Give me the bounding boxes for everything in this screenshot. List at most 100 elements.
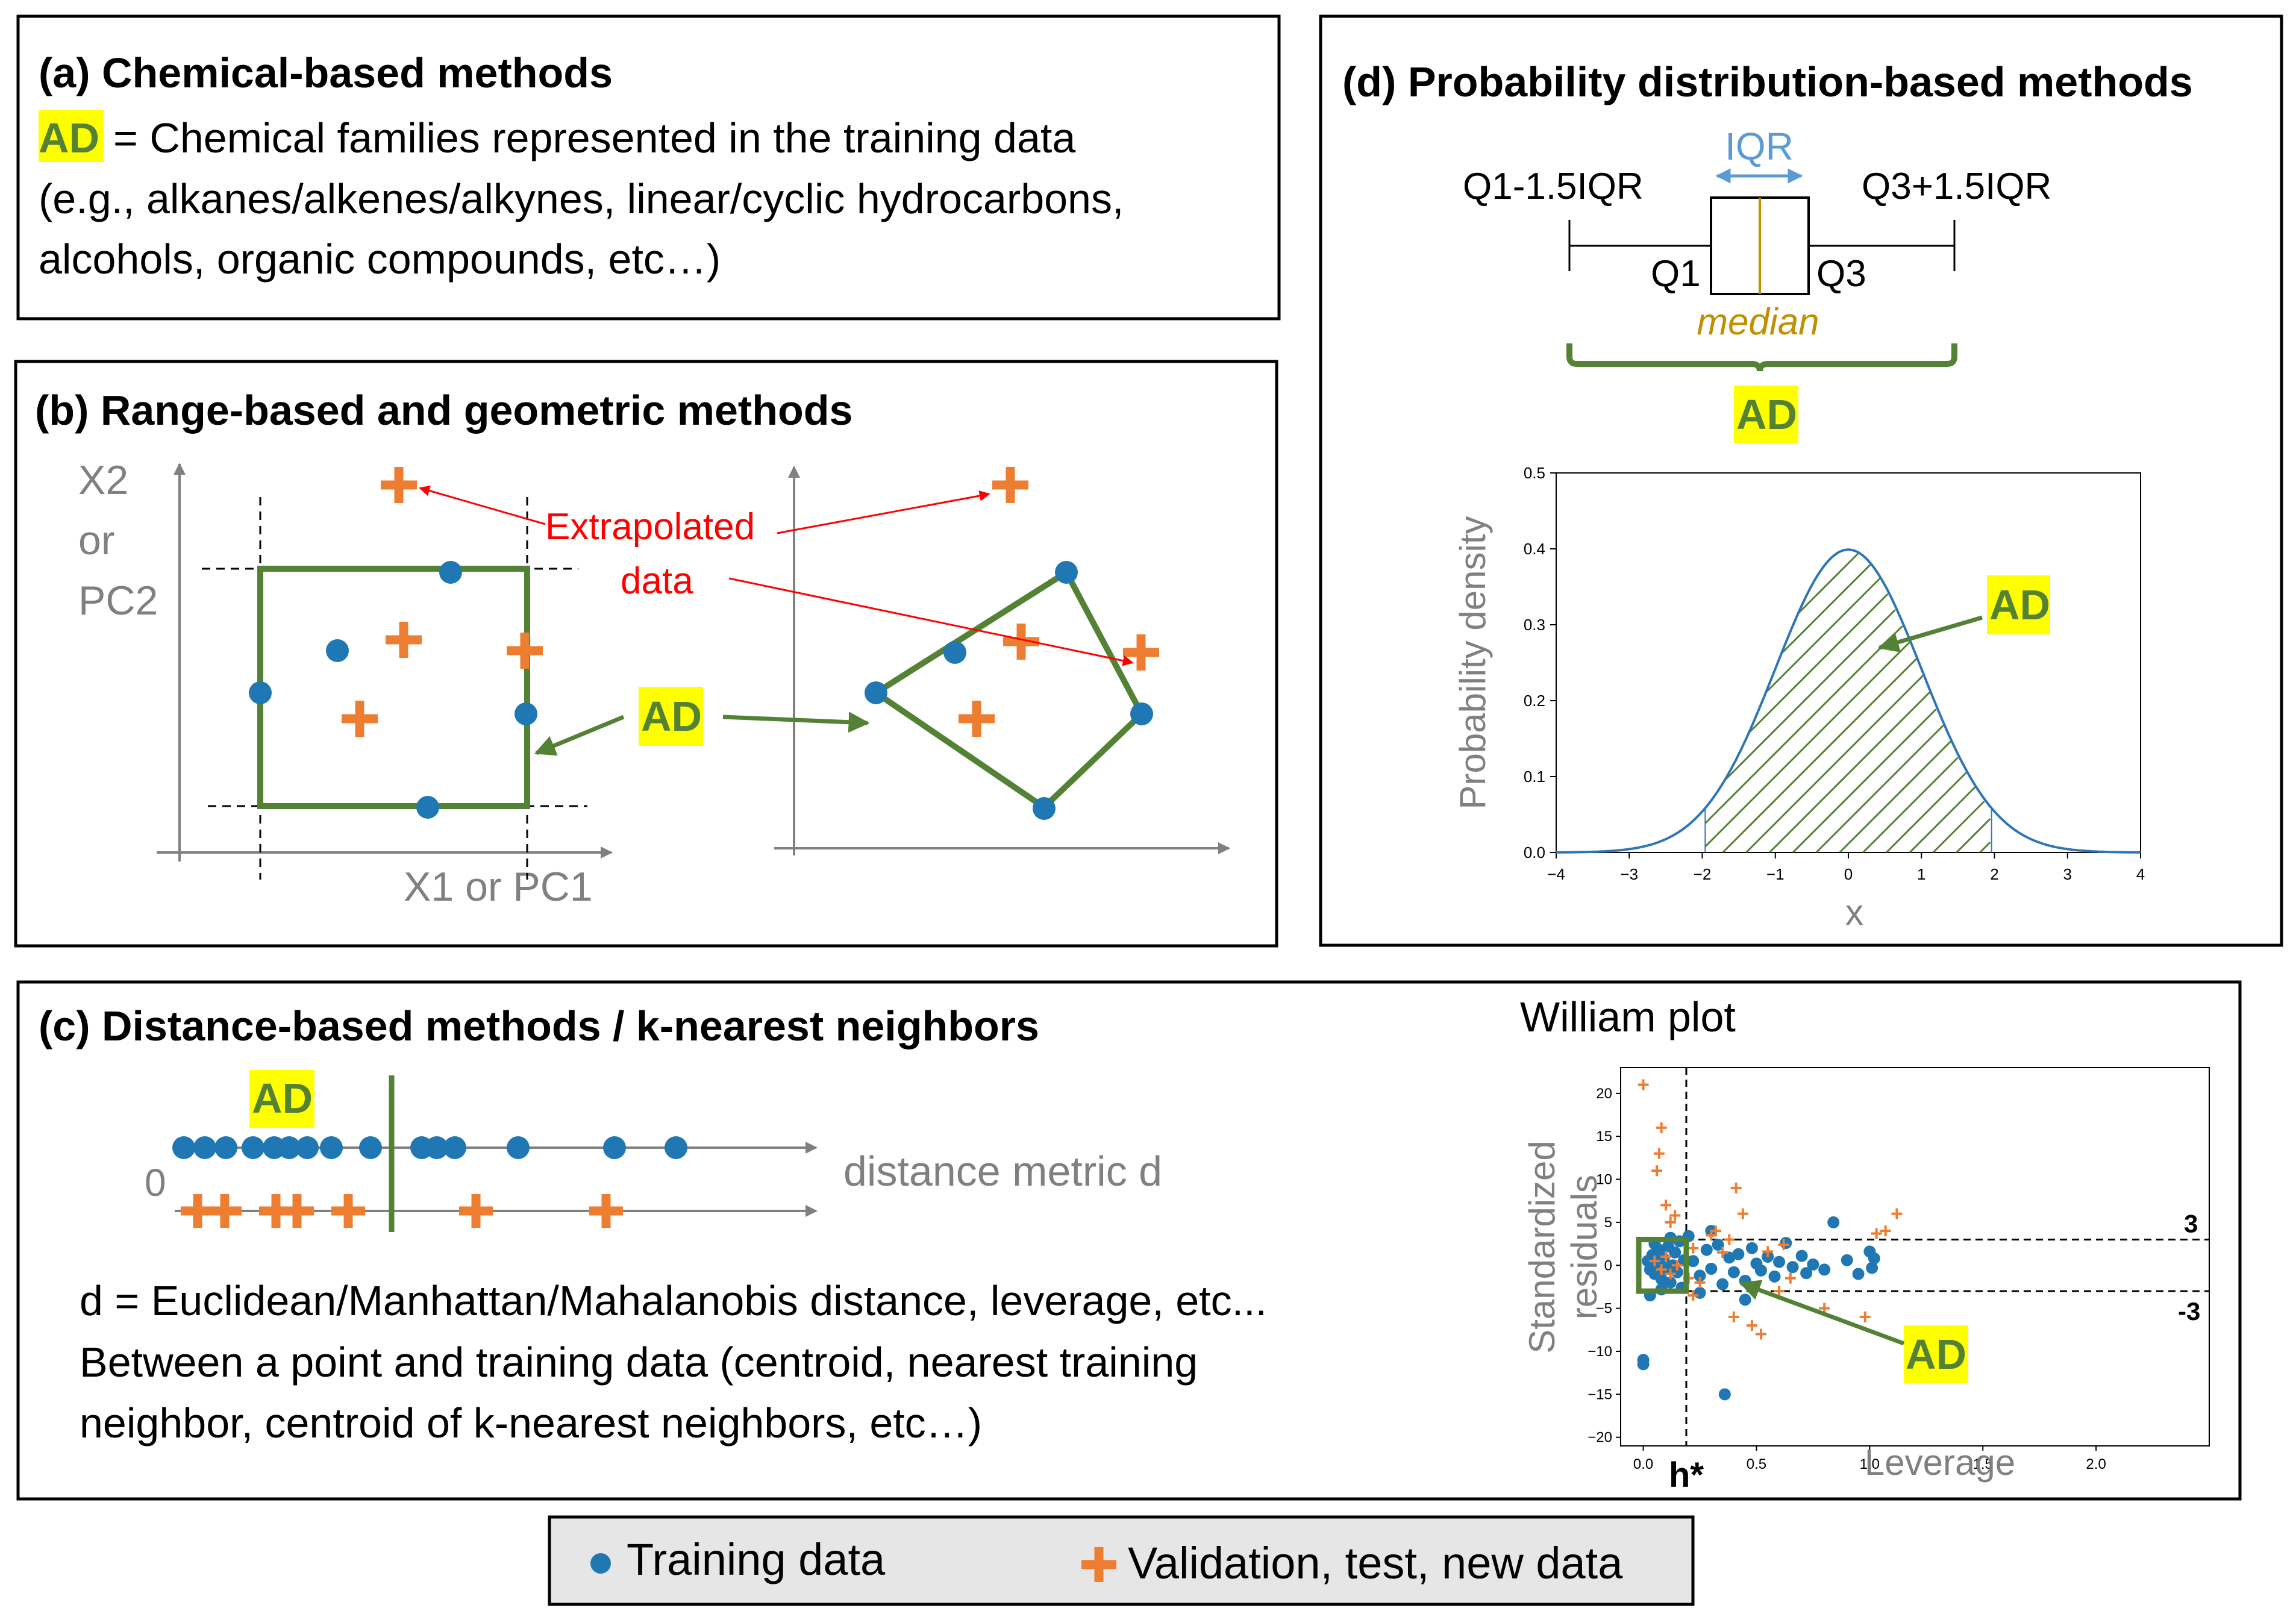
validation-point	[1785, 1272, 1796, 1284]
legend-box	[548, 1515, 1695, 1606]
hatch-line	[1722, 657, 1918, 852]
panel-d-title: (d) Probability distribution-based metho…	[1342, 58, 2193, 105]
hatch-line	[1725, 609, 1896, 780]
training-point	[1712, 1239, 1724, 1251]
training-point	[1694, 1269, 1706, 1282]
panel-c-training-points	[172, 1136, 687, 1159]
validation-point	[1660, 1251, 1672, 1262]
panel-c-line1: d = Euclidean/Manhattan/Mahalanobis dist…	[80, 1277, 1267, 1324]
ad-highlight	[1734, 386, 1798, 443]
validation-point	[1665, 1268, 1676, 1280]
pdf-x-tick-label: 1	[1917, 865, 1925, 883]
william-ad-label: AD	[1906, 1331, 1966, 1378]
training-point	[416, 796, 439, 819]
validation-point	[1656, 1264, 1667, 1275]
lower-whisker-label: Q1-1.5IQR	[1463, 166, 1644, 207]
training-point	[1745, 1242, 1758, 1254]
training-point	[1669, 1246, 1681, 1259]
pdf-y-tick-label: 0.2	[1524, 692, 1545, 710]
hatch-line	[1956, 818, 1991, 852]
validation-point	[1762, 1246, 1774, 1257]
training-point	[359, 1136, 382, 1159]
william-y-tick-label: −10	[1587, 1343, 1612, 1360]
validation-point	[1671, 1260, 1683, 1271]
training-point	[320, 1136, 343, 1159]
training-point	[1773, 1256, 1786, 1268]
training-point	[193, 1136, 216, 1159]
william-y-tick-label: −5	[1596, 1301, 1612, 1317]
pdf-y-tick-label: 0.3	[1524, 616, 1545, 634]
training-point	[296, 1136, 319, 1159]
training-point	[1637, 1354, 1650, 1366]
validation-point	[1638, 1079, 1649, 1090]
william-y-tick-label: 5	[1604, 1215, 1612, 1231]
validation-point	[1123, 634, 1159, 671]
william-x-tick-label: 0.5	[1747, 1456, 1766, 1472]
validation-point	[280, 1194, 314, 1228]
training-point	[1754, 1264, 1767, 1277]
validation-point	[1724, 1234, 1735, 1245]
training-point	[326, 639, 349, 662]
training-point	[1671, 1266, 1683, 1278]
hatch-line	[1932, 801, 1985, 852]
validation-point	[1688, 1290, 1699, 1301]
validation-point	[1717, 1246, 1728, 1258]
william-xlabel: Leverage	[1865, 1442, 2015, 1483]
panel-a-line3: alcohols, organic compounds, etc…)	[39, 236, 721, 283]
ad-hatched-region	[1704, 552, 1991, 852]
validation-point	[959, 701, 995, 737]
hatch-line	[1862, 757, 1959, 852]
ad-highlight	[1987, 575, 2050, 634]
ad-highlight	[639, 687, 703, 746]
validation-point	[992, 467, 1028, 503]
pdf-x-tick-label: 4	[2136, 865, 2145, 883]
hatch-line	[1766, 577, 1882, 693]
panel-b-title: (b) Range-based and geometric methods	[35, 387, 852, 434]
threshold-lower-label: -3	[2178, 1297, 2200, 1325]
ad-label: AD	[252, 1075, 313, 1122]
training-point	[172, 1136, 195, 1159]
q3-label: Q3	[1816, 253, 1866, 295]
training-point	[1739, 1293, 1751, 1306]
validation-point	[1891, 1208, 1903, 1219]
william-y-tick-label: −20	[1587, 1430, 1612, 1446]
william-y-tick-label: 15	[1596, 1128, 1612, 1145]
training-point	[1768, 1270, 1781, 1283]
hatch-line	[1839, 740, 1951, 852]
training-point	[278, 1136, 301, 1159]
panel-c-validation-points	[181, 1194, 623, 1228]
validation-point	[1660, 1199, 1672, 1211]
training-point	[1705, 1262, 1718, 1275]
william-x-tick-label: 0.0	[1633, 1456, 1653, 1472]
panel-c-line3: neighbor, centroid of k-nearest neighbor…	[80, 1400, 982, 1447]
validation-point	[1694, 1277, 1706, 1288]
pdf-x-tick-label: −4	[1547, 865, 1565, 883]
pdf-x-tick-label: 2	[1990, 865, 1998, 883]
william-x-tick-label: 2.0	[2086, 1456, 2106, 1472]
extrapolated-label-line1: Extrapolated	[545, 506, 755, 548]
legend-validation-marker	[1081, 1547, 1116, 1582]
training-point	[1700, 1243, 1713, 1256]
legend-validation-label: Validation, test, new data	[1128, 1538, 1623, 1588]
hatch-line	[1745, 675, 1924, 852]
training-point	[443, 1136, 466, 1159]
training-point	[242, 1136, 264, 1159]
normal-pdf-chart: −4 −3 −2 −1 0 1 2 3 4 0.0 0.1 0.2 0.3 0.4 0.5 Probabil…	[1453, 464, 2145, 933]
panel-c: (c) Distance-based methods / k-nearest n…	[16, 980, 2242, 1501]
zero-label: 0	[145, 1161, 166, 1204]
validation-point	[331, 1194, 365, 1228]
validation-point	[1669, 1210, 1681, 1221]
h-star-label: h*	[1669, 1456, 1704, 1495]
training-point	[507, 1136, 530, 1159]
william-plot-chart: William plot 0.0 0.5 1.0 1.5 2.0 20 15 10 5 0 −5 −1…	[1520, 993, 2210, 1495]
iqr-label: IQR	[1725, 125, 1794, 168]
training-point	[515, 702, 537, 725]
validation-point	[1880, 1225, 1891, 1237]
validation-point	[459, 1194, 493, 1228]
training-point	[1866, 1262, 1878, 1274]
x-axis-label: X1 or PC1	[404, 864, 593, 910]
hatch-line	[1798, 552, 1860, 614]
validation-point	[208, 1194, 242, 1228]
training-point	[1664, 1276, 1677, 1289]
extrapolated-label-line2: data	[621, 560, 693, 602]
